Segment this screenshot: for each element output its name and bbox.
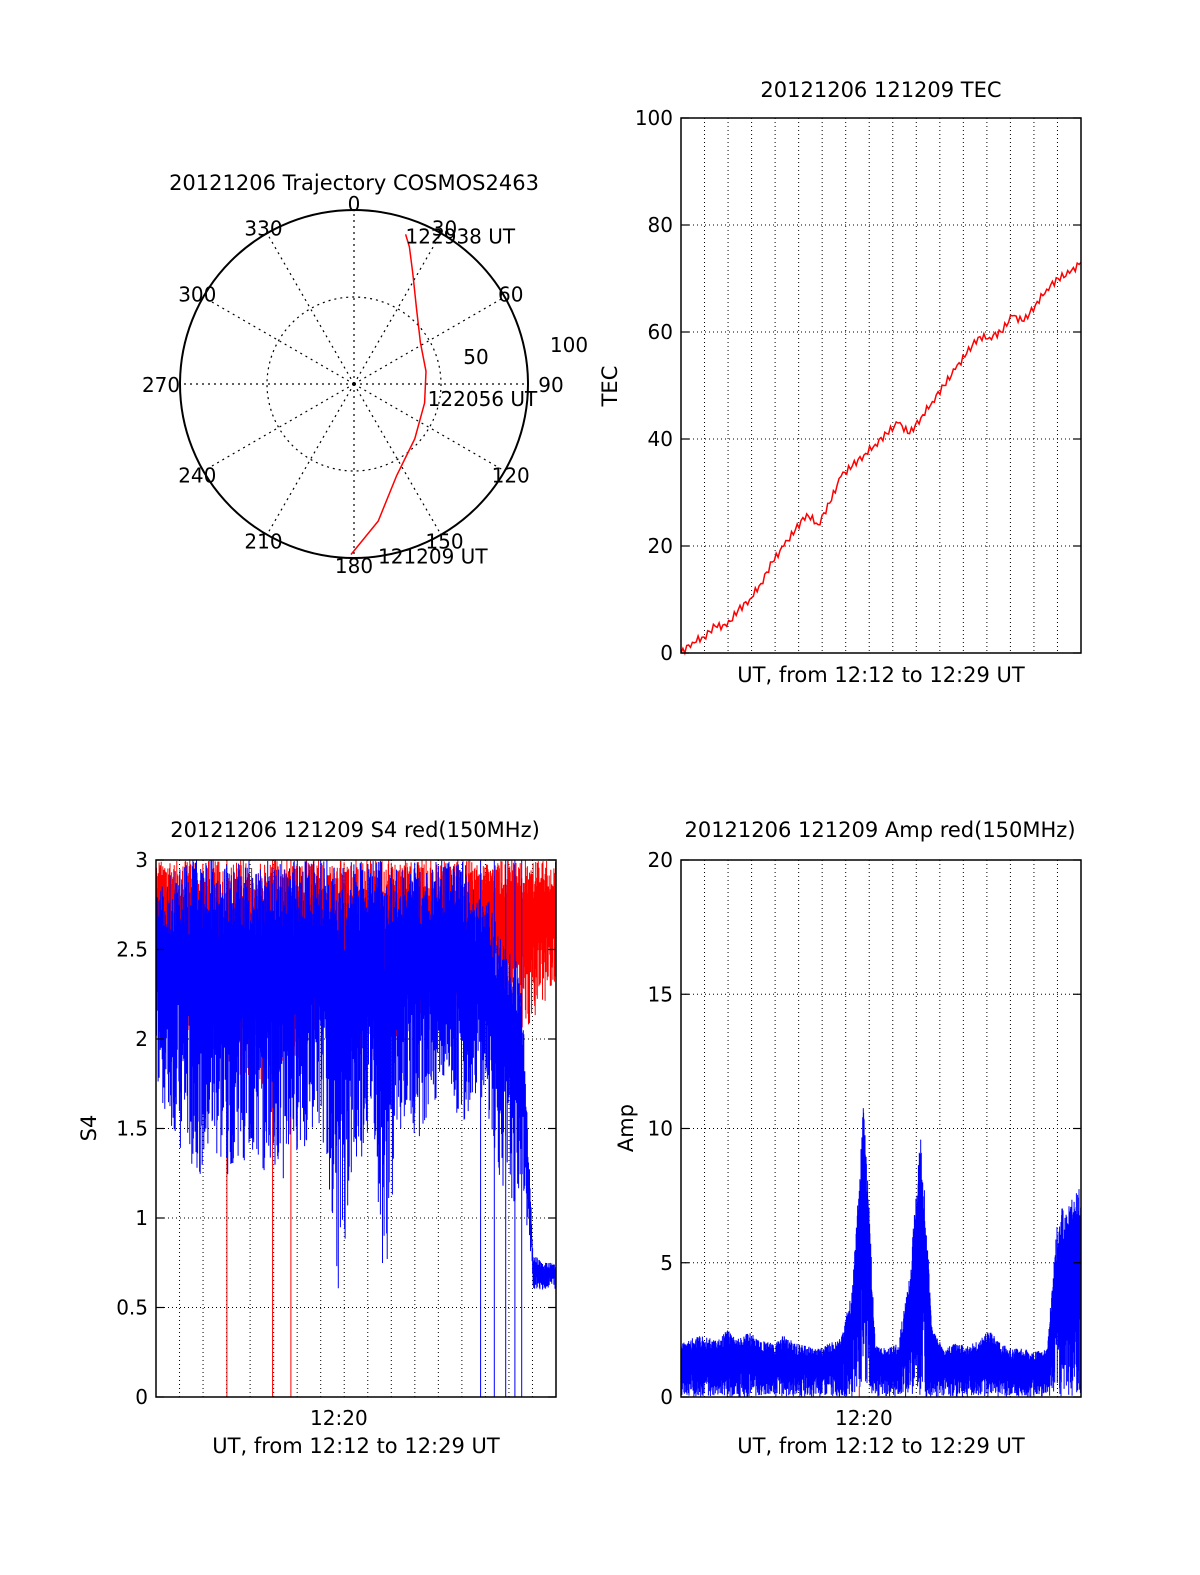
- tec-title: 20121206 121209 TEC: [760, 78, 1001, 102]
- y-tick-label: 60: [648, 320, 673, 344]
- trajectory-time-label: 121209 UT: [378, 545, 488, 569]
- y-tick-label: 2.5: [116, 938, 148, 962]
- s4-x-axis-label: UT, from 12:12 to 12:29 UT: [212, 1434, 500, 1458]
- tec-series-line: [680, 261, 1082, 656]
- amp-title: 20121206 121209 Amp red(150MHz): [684, 818, 1075, 842]
- y-tick-label: 0: [660, 641, 673, 665]
- amp-x-tick-labels: 12:20: [835, 1406, 893, 1430]
- polar-spoke: [203, 296, 355, 385]
- x-tick-label: 12:20: [310, 1406, 368, 1430]
- polar-angle-label: 180: [335, 554, 373, 578]
- polar-angle-labels: 0 30 60 90 120 150 180 210 240 270 300 330: [142, 192, 564, 578]
- polar-angle-label: 60: [498, 283, 523, 307]
- series-trace: [155, 860, 556, 1397]
- polar-angle-label: 120: [492, 463, 530, 487]
- y-tick-label: 0: [135, 1385, 148, 1409]
- y-tick-label: 2: [135, 1027, 148, 1051]
- y-tick-label: 100: [635, 106, 673, 130]
- polar-angle-label: 330: [244, 216, 282, 240]
- amp-series-layer: [680, 1108, 1082, 1397]
- s4-y-tick-labels: 0 0.5 1 1.5 2 2.5 3: [116, 848, 556, 1409]
- polar-angle-label: 210: [244, 530, 282, 554]
- polar-outer-circle: [179, 209, 529, 559]
- y-tick-label: 1.5: [116, 1117, 148, 1141]
- polar-spoke: [353, 233, 442, 385]
- y-tick-label: 1: [135, 1206, 148, 1230]
- y-tick-label: 5: [660, 1251, 673, 1275]
- polar-spoke: [266, 233, 355, 385]
- s4-title: 20121206 121209 S4 red(150MHz): [170, 818, 540, 842]
- polar-grid-ring: [266, 296, 442, 472]
- y-tick-label: 0: [660, 1385, 673, 1409]
- trajectory-time-label: 122938 UT: [406, 224, 516, 248]
- polar-angle-label: 300: [178, 283, 216, 307]
- polar-spoke: [353, 383, 442, 535]
- polar-radial-tick-100: 100: [550, 333, 588, 357]
- tec-y-tick-labels: 0 20 40 60 80 100: [635, 106, 1081, 665]
- s4-x-tick-labels: 12:20: [310, 1406, 368, 1430]
- polar-spoke: [266, 383, 355, 535]
- polar-grid: [180, 210, 528, 558]
- s4-chart: 20121206 121209 S4 red(150MHz) 0 0.5 1 1.5 2…: [77, 818, 557, 1458]
- y-tick-label: 80: [648, 213, 673, 237]
- polar-spoke: [353, 383, 505, 472]
- trajectory-annotations: 122938 UT 122056 UT 121209 UT: [378, 224, 538, 568]
- tec-grid: [681, 118, 1081, 653]
- y-tick-label: 20: [648, 848, 673, 872]
- tec-chart: 20121206 121209 TEC 0 20 40 60 80 100 UT, fro…: [598, 78, 1082, 687]
- tec-plot-frame: [680, 117, 1082, 654]
- trajectory-series-line: [350, 234, 427, 555]
- y-tick-label: 15: [648, 982, 673, 1006]
- polar-angle-label: 30: [432, 216, 457, 240]
- amp-x-axis-label: UT, from 12:12 to 12:29 UT: [737, 1434, 1025, 1458]
- series-trace: [680, 1108, 1082, 1397]
- amp-y-tick-labels: 0 5 10 15 20: [648, 848, 1081, 1409]
- tec-y-axis-label: TEC: [598, 366, 622, 408]
- amp-chart: 20121206 121209 Amp red(150MHz) 0 5 10 15 20…: [614, 818, 1082, 1458]
- polar-angle-label: 150: [425, 530, 463, 554]
- polar-radial-tick-50: 50: [463, 345, 488, 369]
- y-tick-label: 10: [648, 1117, 673, 1141]
- polar-angle-label: 270: [142, 373, 180, 397]
- amp-grid: [681, 860, 1081, 1397]
- tec-x-axis-label: UT, from 12:12 to 12:29 UT: [737, 663, 1025, 687]
- polar-angle-label: 240: [178, 463, 216, 487]
- x-tick-label: 12:20: [835, 1406, 893, 1430]
- polar-spoke: [353, 296, 505, 385]
- s4-y-axis-label: S4: [77, 1115, 101, 1142]
- polar-spoke: [203, 383, 355, 472]
- trajectory-polar-chart: 20121206 Trajectory COSMOS2463 030609012…: [142, 171, 588, 578]
- y-tick-label: 40: [648, 427, 673, 451]
- polar-angle-label: 90: [538, 373, 563, 397]
- trajectory-time-label: 122056 UT: [428, 387, 538, 411]
- amp-y-axis-label: Amp: [614, 1104, 638, 1152]
- s4-series-layer: [155, 860, 556, 1397]
- y-tick-label: 0.5: [116, 1296, 148, 1320]
- trajectory-title: 20121206 Trajectory COSMOS2463: [169, 171, 539, 195]
- y-tick-label: 3: [135, 848, 148, 872]
- polar-angle-label: 0: [348, 192, 361, 216]
- y-tick-label: 20: [648, 534, 673, 558]
